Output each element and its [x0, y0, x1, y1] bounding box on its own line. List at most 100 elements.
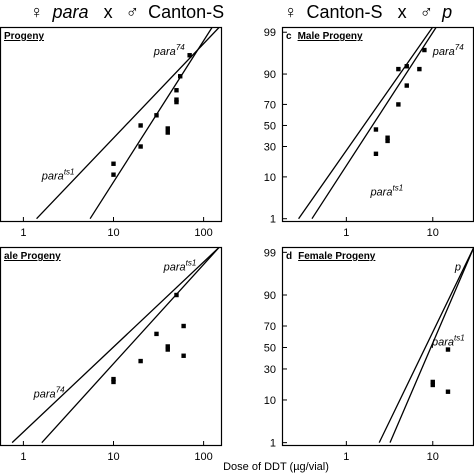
data-point-parats1	[138, 144, 143, 149]
plot-frame	[0, 26, 223, 223]
panel-title-text: Male Progeny	[298, 31, 363, 42]
panel-title-text: Progeny	[4, 31, 44, 42]
data-point-para74	[396, 102, 401, 107]
data-point-para74	[174, 88, 179, 93]
y-tick-label: 99	[264, 27, 276, 39]
data-point-parats1	[174, 99, 179, 105]
x-tick-label: 1	[343, 451, 349, 463]
data-point-para74	[187, 53, 192, 58]
data-point-parats1	[181, 353, 186, 358]
series-label-parats1: parats1	[163, 259, 197, 274]
x-tick-label: 10	[107, 451, 119, 463]
data-point-parats1	[445, 389, 451, 394]
data-point-parats1	[111, 379, 116, 385]
x-tick-label: 1	[20, 227, 26, 239]
header-right: ♀ Canton-S x ♂ p	[284, 2, 452, 22]
data-point-para74	[422, 47, 427, 53]
data-point-para74	[165, 130, 170, 135]
data-point-para74	[385, 135, 390, 140]
panel-title-text: Female Progeny	[298, 251, 376, 262]
panel-title: ale Progeny	[4, 251, 61, 262]
male-symbol-right: ♂	[420, 2, 434, 22]
data-point-para74	[417, 66, 422, 72]
female-symbol-right: ♀	[284, 2, 298, 22]
data-point-parats1	[165, 344, 170, 349]
y-tick-label: 50	[264, 120, 276, 132]
data-point-para74	[138, 123, 143, 128]
plot-area: para74 parats1	[36, 27, 220, 220]
regression-line-parats1	[378, 247, 474, 443]
header-left: ♀ para x ♂ Canton-S	[30, 2, 224, 22]
series-label-para74: para74	[432, 43, 464, 58]
data-point-para74	[165, 347, 170, 352]
y-tick-label: 10	[264, 395, 276, 407]
series-label-para74: para74	[33, 386, 65, 401]
regression-line-para74	[298, 27, 434, 220]
panel-title: Progeny	[4, 31, 44, 42]
panel-top-right: 1 10 1 10 30 50 70 90 99 c Male Progeny para74 parat…	[264, 26, 474, 239]
data-point-parats1	[111, 172, 116, 177]
data-point-parats1	[174, 292, 179, 298]
female-strain-right: Canton-S	[307, 2, 383, 22]
series-label-para74: para74	[153, 43, 185, 58]
panel-title-text: ale Progeny	[4, 251, 61, 262]
data-point-para74	[154, 113, 159, 118]
data-point-para74	[373, 127, 379, 132]
data-point-para74	[165, 126, 170, 131]
regression-line-para74	[389, 247, 474, 443]
data-point-para74	[404, 64, 409, 69]
data-point-parats1	[445, 347, 451, 352]
svg-text:♀ Canton-S x: ♀ Canton-S x ♂ p	[284, 2, 452, 22]
x-tick-label: 1	[20, 451, 26, 463]
series-label-parats1: parats1	[431, 333, 465, 348]
panel-top-left: 1 10 100 Progeny para74 parats1	[0, 26, 223, 239]
x-tick-label: 10	[107, 227, 119, 239]
y-tick-label: 90	[264, 69, 276, 81]
plot-frame	[0, 246, 223, 447]
svg-text:♀ para x ♂: ♀ para x ♂ Canton-S	[30, 2, 224, 22]
x-tick-label: 100	[194, 451, 212, 463]
y-tick-label: 99	[264, 247, 276, 259]
data-point-parats1	[181, 323, 186, 329]
female-symbol-left: ♀	[30, 2, 44, 22]
plot-area: parats1 p	[378, 247, 474, 443]
data-point-parats1	[111, 161, 116, 166]
panel-letter: c	[286, 31, 292, 42]
x-tick-label: 1	[343, 227, 349, 239]
male-strain-left: Canton-S	[148, 2, 224, 22]
panel-title: d Female Progeny	[286, 251, 376, 262]
data-point-para74	[178, 74, 183, 79]
series-label-para74: p	[454, 262, 461, 274]
data-point-para74	[174, 97, 179, 102]
regression-line-parats1	[36, 27, 220, 220]
data-point-parats1	[154, 331, 159, 337]
series-label-parats1: parats1	[369, 184, 403, 199]
cross-left: x	[104, 2, 113, 22]
regression-line-para74	[11, 247, 220, 444]
data-point-para74	[385, 138, 390, 144]
regression-line-parats1	[41, 247, 220, 444]
y-tick-label: 10	[264, 172, 276, 184]
panel-bottom-right: 1 10 1 10 30 50 70 90 99 d Female Progeny parats1 p	[264, 246, 474, 463]
panel-bottom-left: 1 10 100 ale Progeny parats1 para74	[0, 246, 223, 463]
y-tick-label: 1	[270, 214, 276, 226]
male-symbol-left: ♂	[126, 2, 140, 22]
plot-area: para74 parats1	[298, 27, 464, 220]
data-point-parats1	[373, 151, 379, 157]
cross-right: x	[398, 2, 407, 22]
x-tick-label: 10	[427, 451, 439, 463]
y-tick-label: 30	[264, 142, 276, 154]
data-point-para74	[396, 66, 401, 72]
panel-letter: d	[286, 251, 292, 262]
y-tick-label: 90	[264, 290, 276, 302]
y-tick-label: 70	[264, 99, 276, 111]
y-tick-label: 1	[270, 438, 276, 450]
data-point-parats1	[111, 376, 116, 382]
regression-line-para74	[89, 27, 213, 220]
x-tick-label: 10	[427, 227, 439, 239]
data-point-parats1	[138, 358, 143, 364]
male-strain-right: p	[441, 2, 452, 22]
panel-title: c Male Progeny	[286, 31, 363, 42]
x-tick-label: 100	[194, 227, 212, 239]
